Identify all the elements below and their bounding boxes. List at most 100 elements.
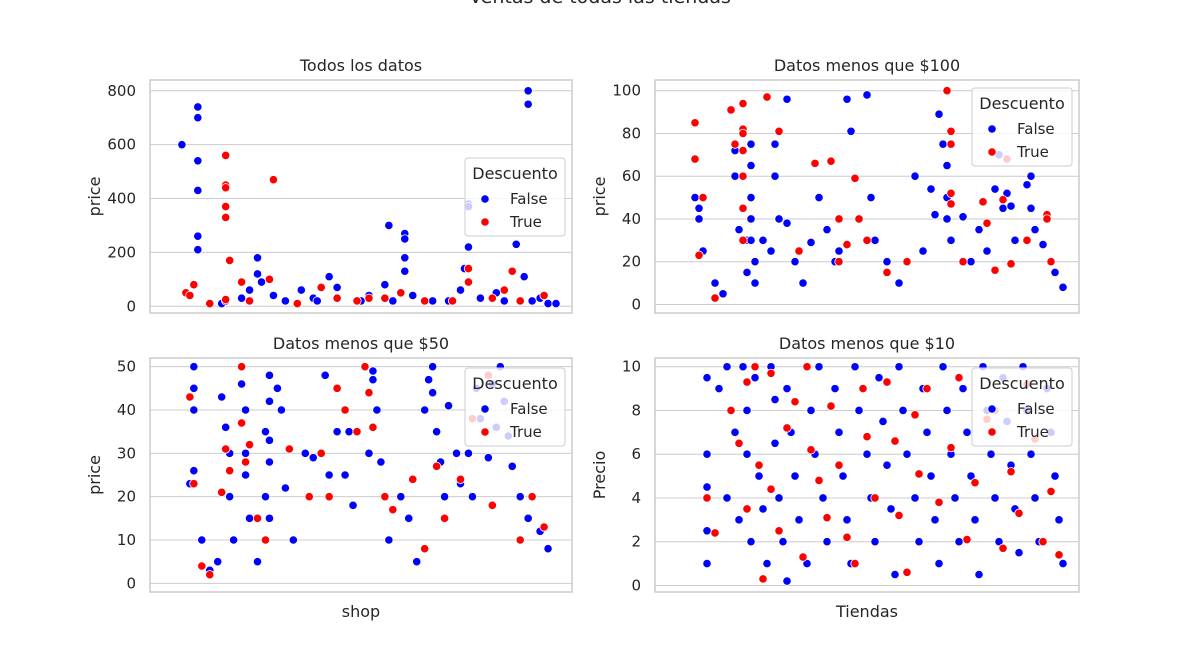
data-point-false [229, 535, 239, 545]
data-point-true [694, 250, 704, 260]
data-point-false [256, 277, 267, 287]
data-point-false [778, 537, 788, 547]
data-point-true [1054, 550, 1064, 560]
data-point-false [189, 362, 199, 372]
y-axis-label: price [85, 177, 104, 217]
data-point-false [312, 296, 322, 306]
legend-marker-true [480, 217, 490, 227]
data-point-false [942, 160, 952, 171]
data-point-false [710, 278, 720, 288]
legend-box [971, 367, 1073, 447]
data-point-false [1026, 171, 1036, 181]
data-point-true [324, 492, 334, 502]
data-point-false [428, 362, 438, 372]
data-point-true [910, 410, 920, 420]
data-point-false [260, 427, 271, 437]
data-point-false [962, 427, 972, 437]
data-point-false [890, 569, 900, 580]
y-tick-label: 20 [622, 253, 641, 271]
legend-title: Descuento [979, 374, 1064, 393]
data-point-false [902, 449, 912, 459]
y-tick-label: 8 [631, 401, 641, 419]
data-point-false [1050, 471, 1060, 481]
data-point-false [798, 278, 808, 288]
data-point-false [404, 513, 414, 523]
data-point-false [197, 535, 207, 545]
data-point-true [826, 401, 836, 411]
data-point-true [774, 526, 784, 536]
data-point-true [726, 105, 736, 115]
data-point-false [846, 126, 856, 136]
data-point-true [1006, 467, 1016, 477]
legend-marker-false [480, 194, 490, 204]
data-point-true [890, 436, 900, 446]
data-point-false [1010, 235, 1020, 245]
data-point-false [240, 448, 251, 458]
data-point-true [702, 493, 712, 503]
data-point-false [898, 405, 908, 416]
data-point-true [455, 474, 466, 484]
legend-marker-false [987, 124, 997, 134]
data-point-false [842, 515, 852, 525]
data-point-false [523, 513, 533, 523]
y-tick-label: 40 [117, 401, 136, 419]
data-point-true [352, 427, 362, 437]
data-point-true [998, 195, 1008, 205]
data-point-false [734, 515, 744, 525]
data-point-false [455, 285, 466, 295]
data-point-false [439, 492, 450, 502]
data-point-true [902, 257, 912, 267]
data-point-false [364, 448, 374, 458]
data-point-true [304, 492, 314, 502]
data-point-true [396, 288, 406, 298]
data-point-true [221, 150, 231, 161]
data-point-true [834, 460, 844, 470]
data-point-true [862, 432, 872, 442]
data-point-false [746, 214, 756, 224]
data-point-false [870, 537, 880, 547]
data-point-true [515, 296, 525, 306]
data-point-false [268, 290, 279, 301]
data-point-true [738, 98, 748, 109]
data-point-false [519, 272, 529, 282]
y-tick-label: 60 [622, 167, 641, 185]
legend-title: Descuento [979, 94, 1064, 113]
data-point-false [782, 576, 792, 586]
data-point-true [237, 277, 247, 287]
data-point-false [1006, 201, 1016, 211]
data-point-false [694, 214, 704, 224]
data-point-false [946, 235, 956, 245]
data-point-false [974, 569, 984, 580]
data-point-true [408, 474, 418, 484]
data-point-true [260, 535, 271, 545]
y-tick-label: 800 [107, 82, 136, 100]
data-point-false [926, 184, 936, 194]
data-point-false [428, 296, 438, 306]
legend-marker-true [987, 147, 997, 157]
data-point-false [754, 471, 764, 481]
data-point-false [348, 500, 358, 510]
data-point-true [806, 445, 816, 455]
data-point-false [774, 493, 784, 503]
data-point-false [1058, 558, 1068, 569]
legend-marker-true [987, 427, 997, 437]
data-point-false [742, 449, 752, 459]
y-tick-label: 2 [631, 533, 641, 551]
data-point-false [551, 298, 561, 309]
data-point-true [858, 384, 868, 394]
data-point-true [316, 448, 326, 458]
data-point-false [264, 457, 275, 467]
data-point-false [910, 171, 920, 181]
data-point-true [690, 154, 700, 164]
data-point-false [722, 493, 732, 503]
data-point-false [746, 192, 756, 203]
data-point-false [850, 362, 860, 372]
data-point-true [360, 362, 370, 372]
data-point-true [185, 392, 195, 402]
legend-label-false: False [510, 400, 548, 418]
data-point-true [539, 522, 549, 532]
data-point-true [205, 298, 215, 309]
data-point-true [738, 145, 748, 156]
data-point-false [193, 185, 203, 196]
data-point-false [396, 492, 406, 502]
